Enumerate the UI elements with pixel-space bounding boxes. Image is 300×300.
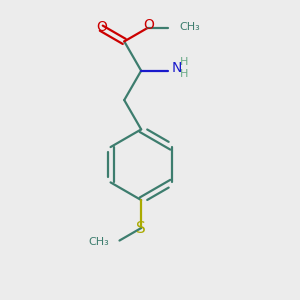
Text: CH₃: CH₃ bbox=[88, 237, 109, 247]
Text: S: S bbox=[136, 220, 146, 236]
Text: H: H bbox=[180, 58, 188, 68]
Text: CH₃: CH₃ bbox=[179, 22, 200, 32]
Text: O: O bbox=[96, 20, 107, 34]
Text: H: H bbox=[180, 69, 188, 79]
Text: O: O bbox=[143, 18, 154, 32]
Text: N: N bbox=[172, 61, 182, 75]
